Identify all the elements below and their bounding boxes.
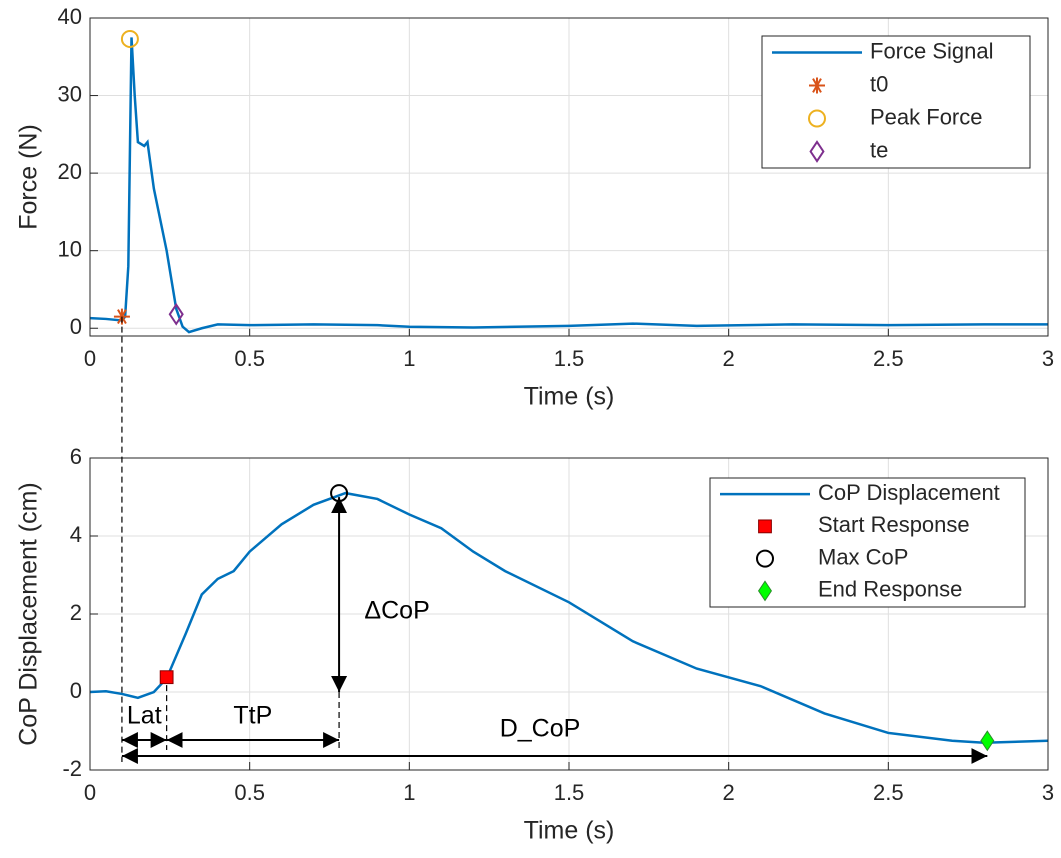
circle [756, 549, 774, 568]
x-axis-label: Time (s) [524, 383, 615, 411]
x-tick-label: 0.5 [234, 780, 265, 805]
x-tick-label: 0.5 [234, 346, 265, 371]
y-tick-label: 30 [58, 81, 82, 106]
legend-label: CoP Displacement [818, 480, 1000, 505]
diamond [980, 730, 995, 752]
square [758, 519, 772, 534]
marker-asterisk [809, 77, 825, 94]
marker-diamond [168, 302, 184, 326]
marker-circle [756, 549, 774, 568]
y-tick-label: 4 [70, 522, 82, 547]
line [89, 491, 1049, 744]
y-tick-label: 0 [70, 678, 82, 703]
y-tick-label: 40 [58, 4, 82, 29]
y-tick-label: -2 [62, 756, 82, 781]
legend-label: Start Response [818, 512, 970, 537]
x-tick-label: 3 [1042, 780, 1054, 805]
x-tick-label: 2.5 [873, 346, 904, 371]
x-tick-label: 2 [723, 780, 735, 805]
x-tick-label: 3 [1042, 346, 1054, 371]
y-tick-label: 0 [70, 314, 82, 339]
marker-circle [808, 109, 826, 128]
diamond [168, 302, 184, 326]
marker-square [159, 670, 174, 685]
circle [120, 29, 139, 48]
line [89, 37, 1048, 334]
axes-box [89, 457, 1049, 771]
x-tick-label: 1 [403, 346, 415, 371]
x-tick-label: 0 [84, 346, 96, 371]
diamond [809, 140, 825, 163]
annotation: TtP [233, 702, 272, 730]
legend-label: Peak Force [870, 104, 983, 129]
legend-label: Max CoP [818, 544, 908, 569]
axes-box [89, 17, 1049, 337]
marker-square [758, 519, 772, 534]
y-axis-label: Force (N) [15, 124, 43, 230]
legend-label: t0 [870, 71, 888, 96]
legend-label: End Response [818, 577, 962, 602]
y-tick-label: 20 [58, 159, 82, 184]
legend: CoP Displacement Start Response Max CoP End… [709, 477, 1026, 608]
square [159, 670, 174, 685]
x-axis-label: Time (s) [524, 817, 615, 845]
x-tick-label: 2 [723, 346, 735, 371]
y-axis-label: CoP Displacement (cm) [15, 482, 43, 746]
marker-diamond [980, 730, 995, 752]
marker-diamond [809, 140, 825, 163]
x-tick-label: 0 [84, 780, 96, 805]
y-tick-label: 10 [58, 236, 82, 261]
y-tick-label: 6 [70, 444, 82, 469]
marker-circle [120, 29, 139, 48]
annotation: D_CoP [500, 715, 581, 743]
y-tick-label: 2 [70, 600, 82, 625]
x-tick-label: 2.5 [873, 780, 904, 805]
x-tick-label: 1 [403, 780, 415, 805]
legend-box [761, 35, 1031, 169]
x-tick-label: 1.5 [554, 346, 585, 371]
annotation: Lat [127, 702, 162, 730]
circle [808, 109, 826, 128]
annotation: ΔCoP [364, 597, 429, 625]
x-tick-label: 1.5 [554, 780, 585, 805]
legend-label: Force Signal [870, 38, 994, 63]
diamond [757, 580, 773, 602]
legend: Force Signal t0 Peak Force te [761, 35, 1031, 169]
legend-label: te [870, 137, 888, 162]
marker-diamond [757, 580, 773, 602]
